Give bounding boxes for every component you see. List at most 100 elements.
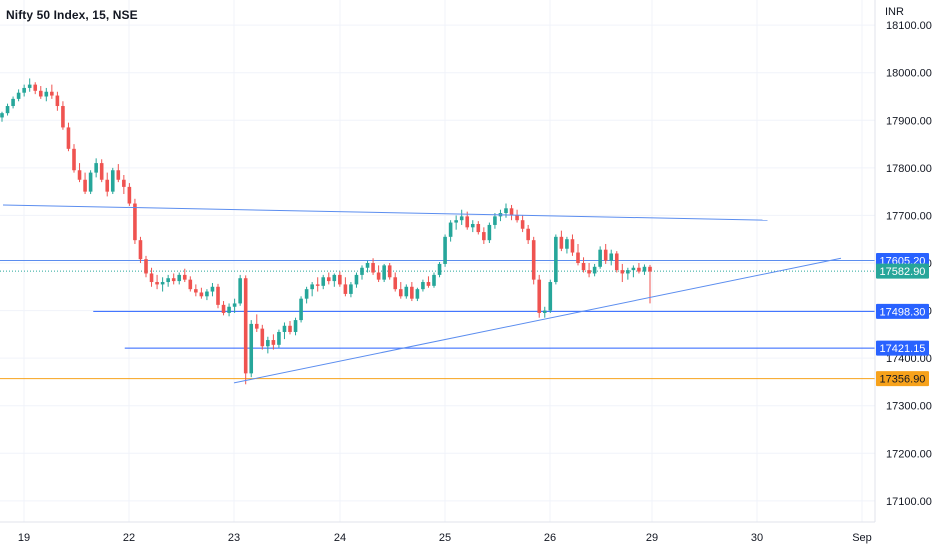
candle-body [570, 239, 575, 253]
candle-body [83, 179, 87, 192]
candle-body [354, 274, 359, 285]
candle-body [426, 282, 431, 286]
candle-body [470, 223, 475, 228]
candle-body [476, 223, 481, 233]
candle-body [493, 216, 497, 225]
candle-body [238, 278, 242, 304]
candle-body [360, 267, 364, 275]
candle-body [210, 286, 215, 292]
candle-body [177, 274, 182, 282]
candle-body [504, 208, 508, 214]
candle-body [271, 340, 276, 345]
candle-body [166, 278, 170, 283]
price-label-box [876, 371, 929, 387]
time-tick-label: Sep [852, 532, 872, 544]
candle-body [66, 127, 71, 149]
candle-body [515, 215, 519, 221]
candle-body [144, 259, 148, 274]
candle-body [282, 325, 287, 332]
price-tick-label: 17700.00 [886, 210, 932, 222]
chart-title: Nifty 50 Index, 15, NSE [6, 8, 138, 22]
price-label-text: 17498.30 [880, 306, 926, 318]
candle-body [548, 282, 553, 311]
candle-body [459, 216, 464, 221]
trendline [233, 257, 842, 384]
candle-body [338, 274, 342, 285]
candle-body [626, 270, 630, 274]
candle-body [415, 289, 420, 299]
time-axis[interactable]: 19 22 23 24 25 26 29 30 Sep [18, 532, 872, 544]
candle-body [249, 323, 254, 374]
candle-body [598, 249, 602, 267]
candle-body [321, 277, 326, 286]
candle-body [188, 279, 193, 290]
candle-body [443, 236, 447, 264]
price-tick-label: 17400.00 [886, 353, 932, 365]
candle-body [332, 274, 337, 282]
candle-body [160, 282, 165, 285]
candle-body [288, 325, 292, 332]
candle-body [254, 323, 259, 329]
candle-body [27, 84, 32, 88]
candle-body [33, 84, 38, 91]
candle-body [609, 253, 614, 261]
candle-body [22, 87, 26, 93]
candle-body [587, 270, 591, 274]
candle-body [105, 179, 110, 192]
candle-body [61, 106, 65, 128]
candle-body [448, 222, 453, 237]
price-tick-label: 17800.00 [886, 163, 932, 175]
candle-body [227, 306, 231, 313]
price-tick-label: 18100.00 [886, 20, 932, 32]
candle-body [576, 252, 580, 263]
candle-body [432, 274, 436, 286]
candle-body [542, 310, 547, 313]
candle-body [138, 240, 143, 260]
price-label-text: 17356.90 [880, 374, 926, 386]
trendline [2, 204, 768, 221]
candle-body [365, 263, 370, 268]
candle-body [88, 172, 93, 192]
candle-body [99, 163, 104, 180]
candle-body [155, 282, 159, 285]
candle-body [648, 266, 652, 272]
candle-body [487, 224, 492, 241]
price-label-text: 17421.15 [880, 343, 926, 355]
time-tick-label: 25 [439, 532, 451, 544]
candle-body [216, 286, 220, 305]
candle-body [620, 270, 625, 274]
candle-body [642, 266, 647, 272]
candle-body [637, 267, 641, 272]
candle-body [260, 328, 265, 347]
candle-body [171, 278, 176, 282]
currency-label: INR [885, 6, 904, 18]
candle-body [293, 320, 298, 332]
price-axis[interactable]: 18100.00 18000.00 17900.00 17800.00 17700.00… [886, 20, 932, 508]
candle-body [554, 236, 558, 283]
candle-body [376, 272, 381, 280]
candle-body [393, 277, 398, 290]
candle-body [44, 91, 49, 97]
candle-body [343, 284, 348, 294]
candle-body [421, 282, 425, 290]
candle-body [199, 292, 204, 297]
time-tick-label: 23 [228, 532, 240, 544]
time-tick-label: 29 [646, 532, 658, 544]
candle-body [565, 239, 569, 249]
candle-body [72, 148, 76, 171]
candle-body [410, 286, 414, 299]
candle-body [349, 284, 353, 294]
time-tick-label: 22 [123, 532, 135, 544]
candle-body [5, 106, 10, 114]
candle-body [127, 186, 132, 204]
price-tick-label: 17200.00 [886, 448, 932, 460]
candle-body [454, 220, 458, 223]
candle-body [531, 240, 536, 280]
price-label-text: 17582.90 [880, 266, 926, 278]
candle-body [371, 263, 375, 273]
candle-body [133, 203, 137, 241]
candle-body [38, 90, 43, 97]
candle-body [149, 273, 154, 283]
candle-body [437, 263, 442, 275]
